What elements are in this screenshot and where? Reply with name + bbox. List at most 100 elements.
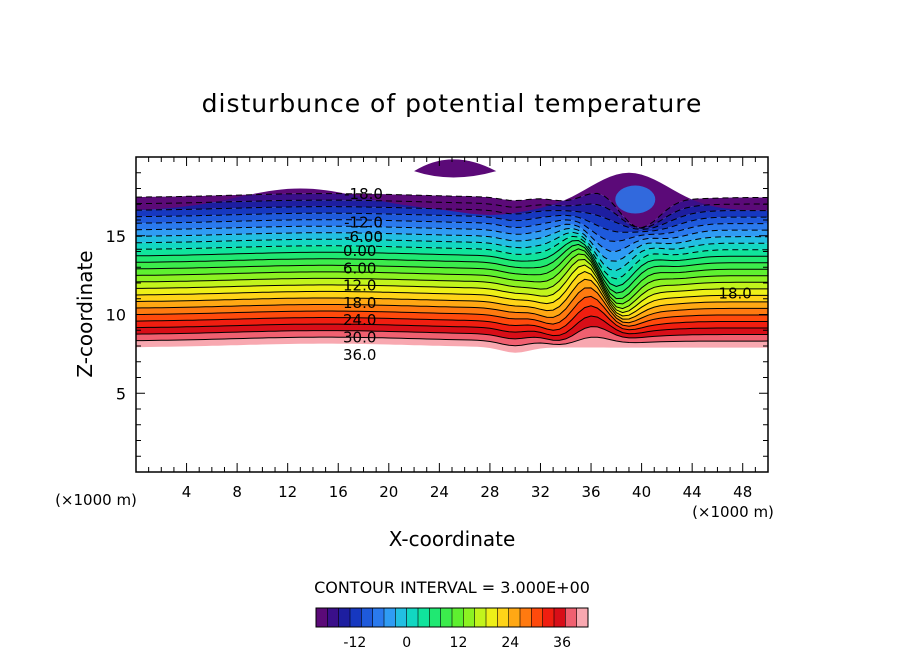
colorbar-swatch [554, 608, 566, 627]
y-tick-label: 15 [106, 227, 126, 246]
contour-line [136, 264, 768, 314]
colorbar-swatch [463, 608, 476, 627]
y-tick-label: 5 [116, 384, 126, 403]
contour-line [136, 336, 768, 347]
contour-band [136, 213, 768, 242]
contour-interval-note: CONTOUR INTERVAL = 3.000E+00 [314, 578, 590, 597]
x-tick-label: 4 [182, 483, 192, 501]
y-tick-label: 10 [106, 306, 126, 325]
contour-line [136, 315, 768, 337]
contour-band [136, 172, 768, 228]
contour-band [136, 305, 768, 336]
axis-ticks [136, 157, 768, 472]
colorbar-swatch [316, 608, 328, 627]
contour-band [136, 337, 768, 353]
contour-line [136, 287, 768, 324]
contour-band [136, 326, 768, 346]
contour-band [136, 206, 768, 233]
contour-band [136, 316, 768, 341]
contour-line [136, 278, 768, 320]
colorbar-swatch [520, 608, 532, 627]
contour-line [136, 199, 768, 229]
colorbar-tick-label: -12 [343, 635, 366, 651]
cold-core-cell [615, 185, 656, 214]
contour-label: 0.00 [343, 242, 376, 260]
contour-line [136, 326, 768, 341]
colorbar [315, 607, 589, 628]
colorbar-tick-label: 24 [501, 635, 519, 651]
contour-label: -6.00 [344, 228, 383, 246]
colorbar-swatch [350, 608, 362, 627]
contour-band [136, 259, 768, 313]
contour-fill-layer [136, 159, 768, 353]
colorbar-swatch [418, 608, 430, 627]
contour-band [136, 265, 768, 316]
contour-label: 6.00 [343, 259, 376, 277]
colorbar-swatch [508, 608, 521, 627]
colorbar-swatch [440, 608, 453, 627]
x-tick-label: 20 [379, 483, 398, 501]
contour-line [136, 253, 768, 305]
colorbar-frame [315, 607, 589, 628]
contour-label: 36.0 [343, 346, 376, 364]
contour-line [136, 239, 768, 288]
colorbar-swatch [576, 608, 589, 627]
colorbar-swatch [395, 608, 408, 627]
contour-label: -12.0 [344, 214, 383, 232]
chart-title: disturbunce of potential temperature [202, 89, 703, 118]
contour-line [136, 258, 768, 310]
x-axis-label: X-coordinate [389, 527, 516, 551]
x-tick-label: 40 [632, 483, 651, 501]
x-tick-label: 28 [480, 483, 499, 501]
colorbar-swatch [429, 608, 442, 627]
colorbar-swatch [452, 608, 464, 627]
contour-line [136, 305, 768, 331]
contour-band [136, 296, 768, 331]
colorbar-swatch [474, 608, 487, 627]
contour-line [136, 243, 768, 294]
colorbar-swatch [384, 608, 396, 627]
colorbar-tick-label: 36 [553, 635, 571, 651]
x-tick-label: 8 [232, 483, 242, 501]
x-tick-label: 12 [278, 483, 297, 501]
contour-band [136, 193, 768, 229]
x-tick-label: 32 [531, 483, 550, 501]
x-tick-label: 16 [329, 483, 348, 501]
x-tick-labels: 4 8 12 16 20 24 28 32 36 40 44 48 [182, 483, 752, 501]
y-unit-label: (×1000 m) [692, 503, 774, 521]
contour-label-layer: -18.0-12.0-6.000.006.0012.018.024.030.03… [343, 185, 752, 364]
x-tick-label: 24 [430, 483, 449, 501]
colorbar-swatch [565, 608, 578, 627]
colorbar-swatch [361, 608, 374, 627]
contour-line [136, 235, 768, 280]
upper-disturbance-cell [414, 159, 497, 178]
y-tick-labels: 5 10 15 [106, 227, 126, 404]
colorbar-swatch [486, 608, 498, 627]
contour-band [136, 240, 768, 294]
contour-line [136, 271, 768, 317]
contour-band [136, 232, 768, 279]
colorbar-swatch [542, 608, 555, 627]
contour-line [136, 206, 768, 230]
contour-line [136, 295, 768, 327]
contour-line [136, 219, 768, 243]
contour-band [136, 236, 768, 287]
contour-label: -18.0 [344, 185, 383, 203]
x-tick-label: 48 [733, 483, 752, 501]
contour-line [136, 248, 768, 300]
contour-label: 18.0 [343, 294, 376, 312]
colorbar-swatch [497, 608, 510, 627]
colorbar-swatch [327, 608, 340, 627]
x-tick-label: 44 [683, 483, 702, 501]
contour-line [136, 212, 768, 233]
x-tick-label: 36 [581, 483, 600, 501]
contour-band [136, 228, 768, 271]
colorbar-swatch [406, 608, 419, 627]
contour-line [136, 192, 768, 229]
contour-band [136, 224, 768, 262]
contour-label: 18.0 [718, 284, 751, 302]
contour-line [136, 227, 768, 262]
colorbar-swatch [531, 608, 544, 627]
colorbar-swatch [338, 608, 351, 627]
